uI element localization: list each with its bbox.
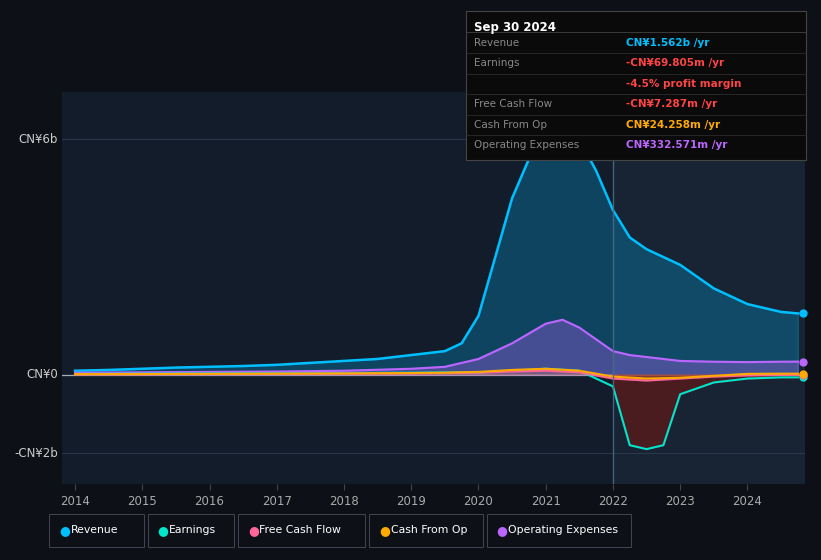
Text: Revenue: Revenue: [474, 38, 519, 48]
Text: ●: ●: [158, 524, 168, 537]
Text: CN¥0: CN¥0: [26, 368, 57, 381]
Text: Revenue: Revenue: [71, 525, 118, 535]
Text: CN¥332.571m /yr: CN¥332.571m /yr: [626, 141, 727, 151]
Text: ●: ●: [248, 524, 259, 537]
Text: Cash From Op: Cash From Op: [474, 120, 547, 130]
Bar: [613, 92, 805, 484]
Text: Operating Expenses: Operating Expenses: [474, 141, 579, 151]
Text: CN¥24.258m /yr: CN¥24.258m /yr: [626, 120, 720, 130]
Text: Cash From Op: Cash From Op: [391, 525, 467, 535]
Text: -CN¥69.805m /yr: -CN¥69.805m /yr: [626, 58, 724, 68]
Text: Free Cash Flow: Free Cash Flow: [474, 99, 552, 109]
Text: Earnings: Earnings: [474, 58, 519, 68]
Text: Operating Expenses: Operating Expenses: [508, 525, 618, 535]
Text: -CN¥2b: -CN¥2b: [14, 446, 57, 460]
Text: Earnings: Earnings: [169, 525, 216, 535]
Text: Sep 30 2024: Sep 30 2024: [474, 21, 556, 34]
Text: ●: ●: [379, 524, 390, 537]
Text: ●: ●: [59, 524, 70, 537]
Text: CN¥1.562b /yr: CN¥1.562b /yr: [626, 38, 709, 48]
Text: ●: ●: [497, 524, 507, 537]
Text: CN¥6b: CN¥6b: [19, 133, 57, 146]
Text: -CN¥7.287m /yr: -CN¥7.287m /yr: [626, 99, 717, 109]
Text: Free Cash Flow: Free Cash Flow: [259, 525, 342, 535]
Text: -4.5% profit margin: -4.5% profit margin: [626, 79, 741, 89]
